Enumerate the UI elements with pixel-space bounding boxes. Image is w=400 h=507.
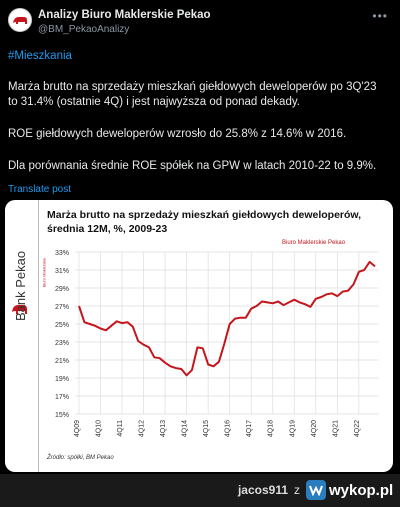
y-tick-label: 15% (55, 412, 69, 419)
y-tick-label: 23% (55, 340, 69, 347)
x-tick-label: 4Q09 (74, 420, 81, 437)
x-tick-label: 4Q20 (311, 420, 318, 437)
y-tick-label: 17% (55, 394, 69, 401)
series-line (78, 260, 376, 377)
x-tick-label: 4Q12 (139, 420, 146, 437)
brand-sidebar: Bank Pekao Biuro Maklerskie (5, 200, 46, 472)
bison-icon (12, 305, 27, 314)
y-tick-label: 21% (55, 358, 69, 365)
x-tick-label: 4Q19 (289, 420, 296, 437)
y-tick-label: 27% (55, 304, 69, 311)
author-name[interactable]: Analizy Biuro Maklerskie Pekao (38, 9, 211, 21)
x-tick-label: 4Q17 (246, 420, 253, 437)
avatar[interactable] (8, 8, 32, 32)
x-tick-label: 4Q11 (117, 420, 124, 437)
media-card[interactable]: Bank Pekao Biuro Maklerskie Marża brutto… (5, 200, 393, 472)
ellipsis-icon[interactable]: ••• (372, 9, 388, 23)
x-tick-label: 4Q10 (96, 420, 103, 437)
x-tick-label: 4Q16 (225, 420, 232, 437)
chart-title: Marża brutto na sprzedaży mieszkań giełd… (47, 209, 362, 235)
x-tick-label: 4Q21 (332, 420, 339, 437)
x-tick-label: 4Q14 (182, 420, 189, 437)
y-tick-label: 29% (55, 286, 69, 293)
x-tick-label: 4Q15 (203, 420, 210, 437)
wykop-logo-icon (306, 480, 326, 500)
x-tick-label: 4Q22 (354, 420, 361, 437)
tweet-paragraph-1: Marża brutto na sprzedaży mieszkań giełd… (8, 81, 377, 108)
wykop-logo[interactable]: wykop.pl (306, 479, 394, 501)
y-tick-label: 25% (55, 322, 69, 329)
watermark-bar: jacos911 z wykop.pl (0, 474, 400, 507)
author-handle[interactable]: @BM_PekaoAnalizy (38, 24, 130, 35)
line-chart: 15% 17% 19% 21% 23% 25% 27% 29% 31% 33% 4Q09 4Q10 4Q… (55, 250, 379, 437)
y-tick-label: 19% (55, 376, 69, 383)
tweet-paragraph-3: Dla porównania średnie ROE spółek na GPW… (8, 160, 377, 172)
hashtag-link[interactable]: #Mieszkania (8, 50, 72, 62)
x-tick-label: 4Q13 (160, 420, 167, 437)
tweet-paragraph-2: ROE giełdowych deweloperów wzrosło do 25… (8, 128, 347, 140)
wykop-logo-text: wykop.pl (329, 481, 394, 499)
y-tick-label: 33% (55, 250, 69, 257)
x-tick-label: 4Q18 (268, 420, 275, 437)
y-tick-label: 31% (55, 268, 69, 275)
footer-z: z (294, 483, 300, 497)
footer-username[interactable]: jacos911 (237, 483, 288, 497)
chart-brand-label: Biuro Maklerskie Pekao (282, 240, 346, 246)
translate-link[interactable]: Translate post (8, 184, 71, 195)
bison-logo-icon (13, 17, 27, 24)
chart-source: Źródło: spółki, BM Pekao (47, 455, 114, 461)
